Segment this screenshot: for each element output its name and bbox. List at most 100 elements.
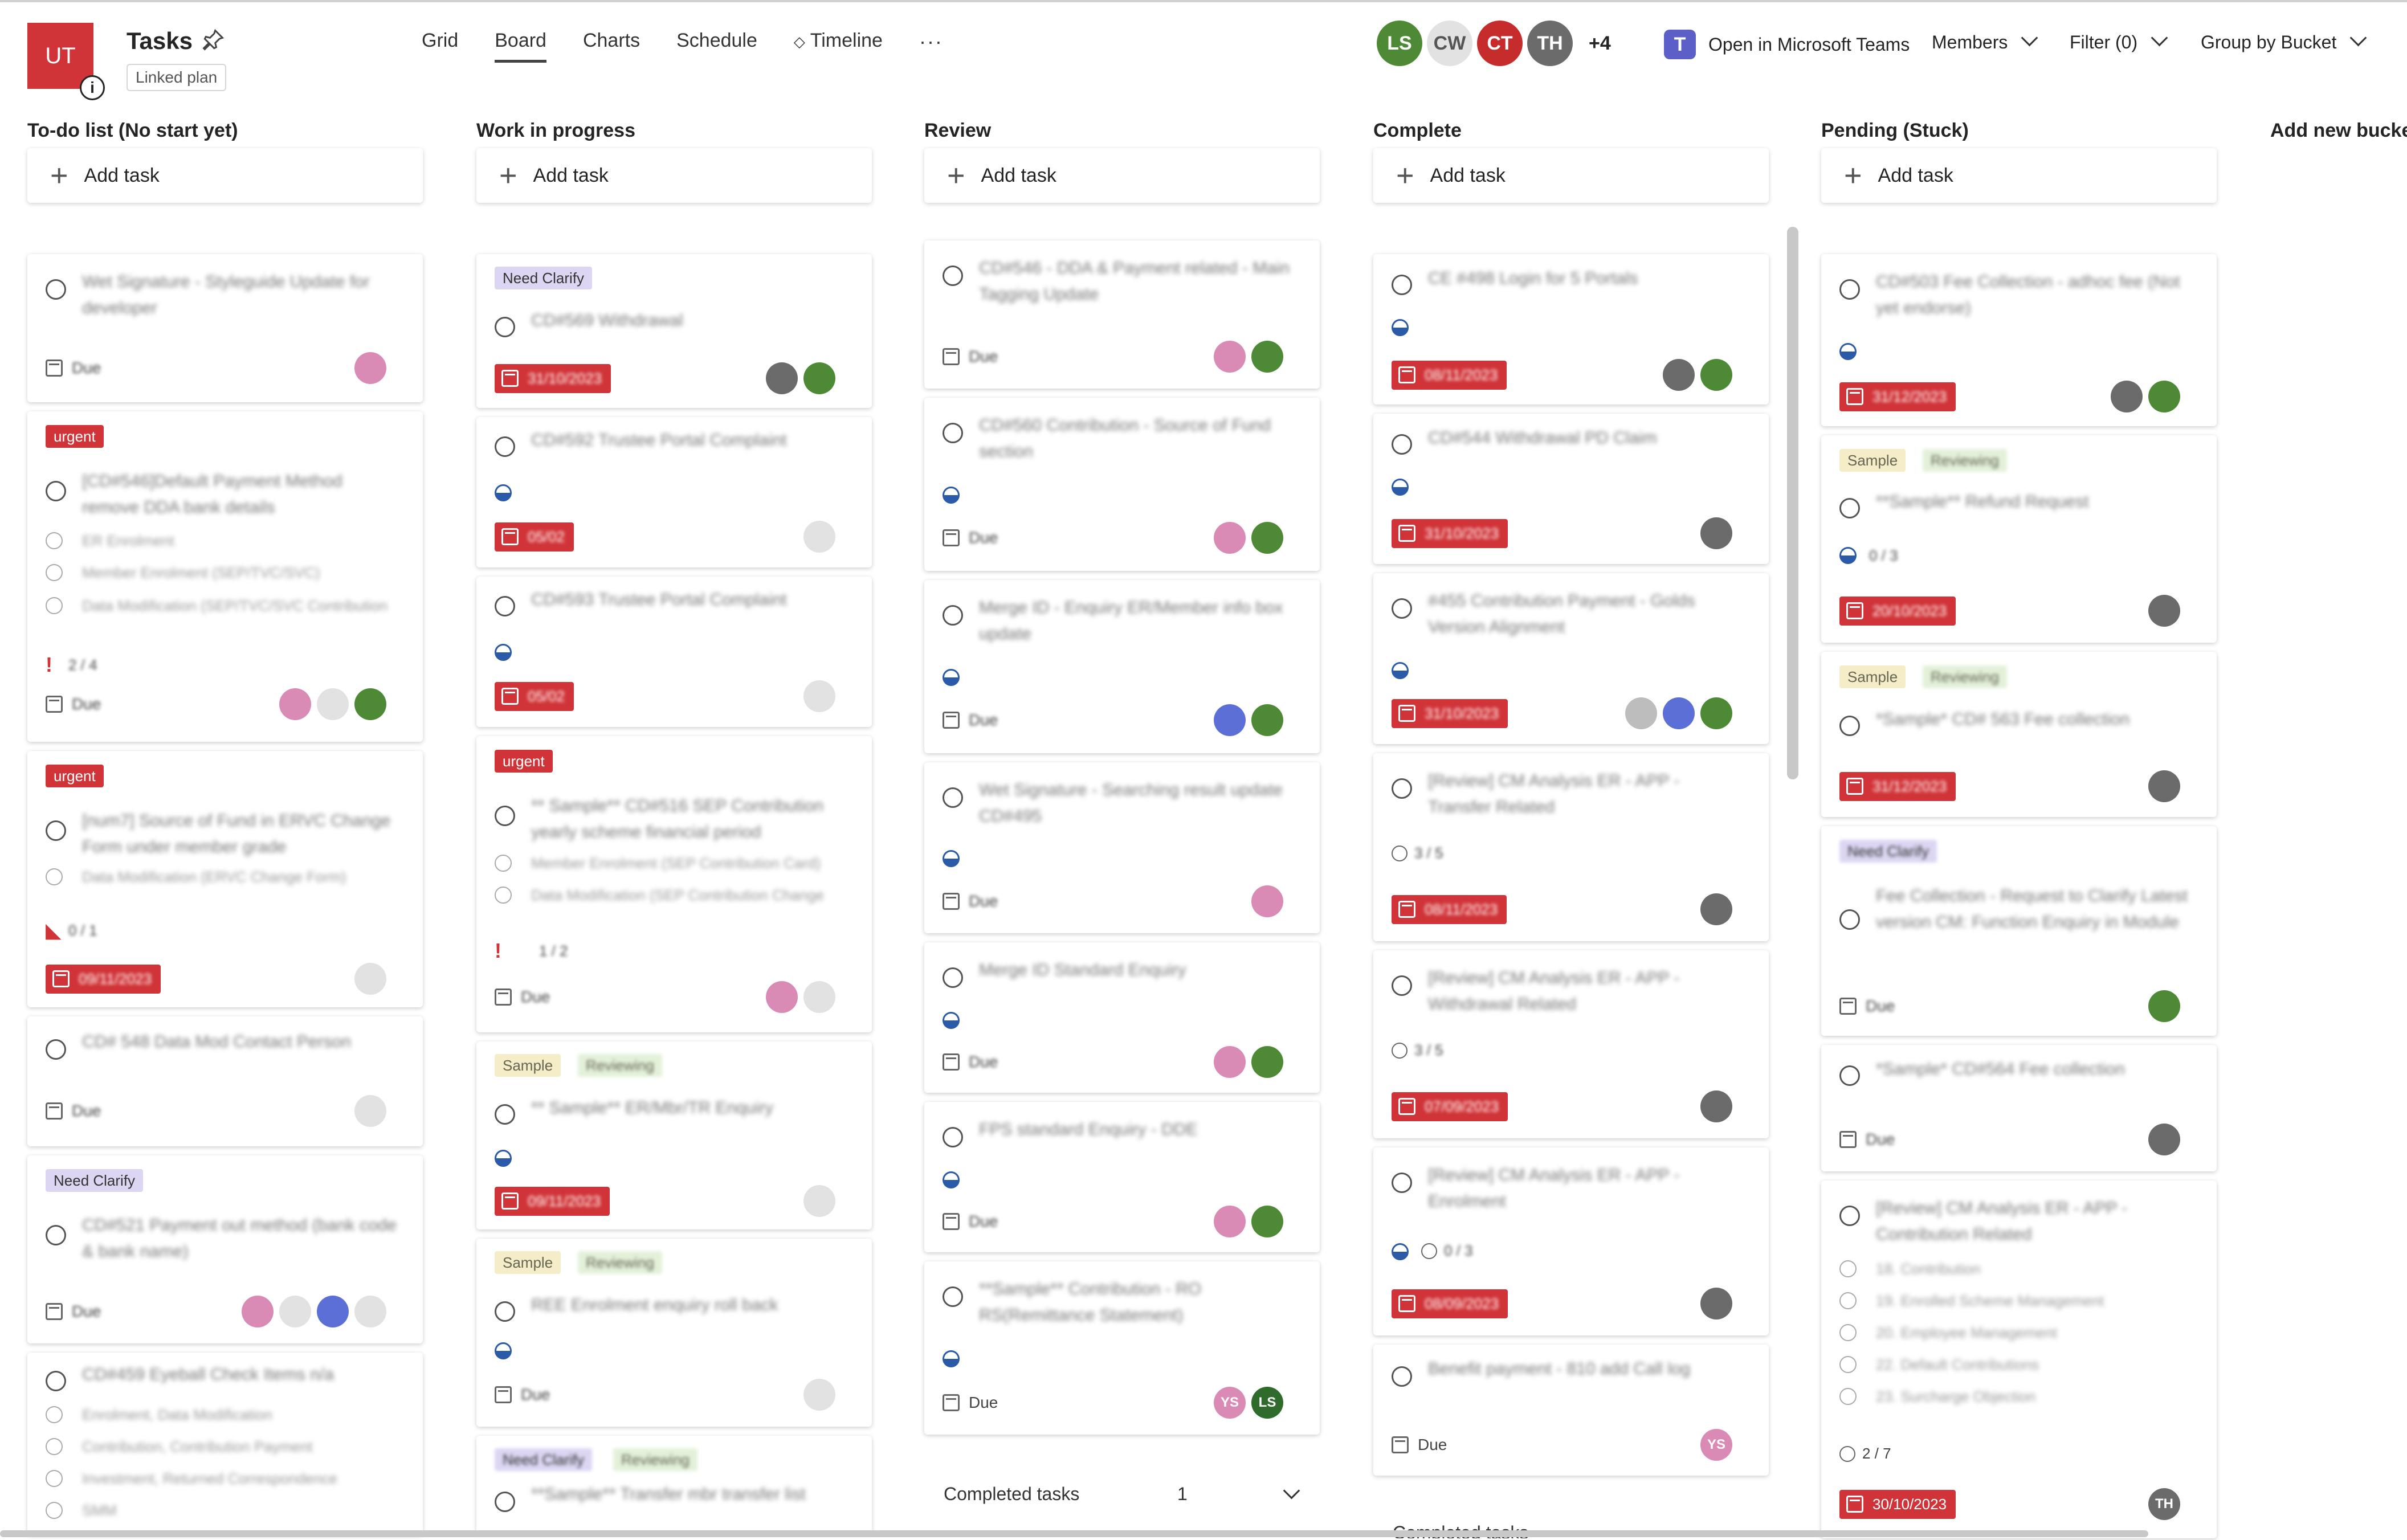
avatar[interactable]: YS: [1700, 1429, 1732, 1461]
progress-in-progress-icon[interactable]: [1392, 662, 1409, 679]
complete-checkbox[interactable]: [495, 1492, 515, 1512]
progress-in-progress-icon[interactable]: [943, 487, 960, 504]
avatar[interactable]: [1700, 1090, 1732, 1122]
task-card[interactable]: *Sample* CD#564 Fee collection Due: [1821, 1045, 2217, 1171]
task-card[interactable]: Merge ID Standard Enquiry Due: [924, 942, 1320, 1093]
task-card[interactable]: CD#459 Eyeball Check Items n/a Enrolment…: [27, 1353, 423, 1535]
progress-in-progress-icon[interactable]: [943, 850, 960, 867]
avatar[interactable]: [1251, 885, 1283, 917]
complete-checkbox[interactable]: [1839, 716, 1860, 736]
progress-in-progress-icon[interactable]: [1392, 479, 1409, 496]
complete-checkbox[interactable]: [495, 317, 515, 337]
subtask-checkbox[interactable]: [1839, 1356, 1857, 1373]
task-card[interactable]: FPS standard Enquiry - DDE Due: [924, 1102, 1320, 1252]
progress-in-progress-icon[interactable]: [943, 1350, 960, 1367]
open-in-teams-button[interactable]: T Open in Microsoft Teams: [1664, 30, 1910, 59]
complete-checkbox[interactable]: [495, 1104, 515, 1125]
complete-checkbox[interactable]: [1839, 1206, 1860, 1226]
complete-checkbox[interactable]: [495, 596, 515, 616]
avatar[interactable]: [803, 521, 835, 553]
avatar[interactable]: [317, 688, 349, 720]
subtask-checkbox[interactable]: [1839, 1260, 1857, 1277]
avatar[interactable]: CW: [1427, 21, 1472, 66]
task-card[interactable]: [Review] CM Analysis ER - APP - Contribu…: [1821, 1180, 2217, 1538]
tab-charts[interactable]: Charts: [582, 30, 640, 51]
avatar[interactable]: [1251, 1206, 1283, 1237]
complete-checkbox[interactable]: [1392, 1366, 1412, 1387]
tab-grid[interactable]: Grid: [422, 30, 459, 51]
avatar[interactable]: [1214, 1046, 1246, 1078]
complete-checkbox[interactable]: [943, 967, 963, 988]
avatar[interactable]: [766, 981, 798, 1013]
task-card[interactable]: CD#593 Trustee Portal Complaint 05/02: [476, 577, 872, 727]
tab-timeline[interactable]: ◇ Timeline: [794, 30, 883, 63]
avatar[interactable]: [1214, 1206, 1246, 1237]
task-card[interactable]: CD#546 - DDA & Payment related - Main Ta…: [924, 240, 1320, 389]
avatar[interactable]: [1700, 517, 1732, 549]
avatar[interactable]: [354, 688, 386, 720]
progress-in-progress-icon[interactable]: [1392, 1243, 1409, 1260]
subtask-checkbox[interactable]: [1839, 1324, 1857, 1341]
add-task-button[interactable]: + Add task: [924, 148, 1320, 203]
subtask-checkbox[interactable]: [1839, 1388, 1857, 1405]
task-card[interactable]: CD#592 Trustee Portal Complaint 05/02: [476, 417, 872, 567]
subtask-checkbox[interactable]: [495, 855, 512, 872]
complete-checkbox[interactable]: [1392, 975, 1412, 996]
complete-checkbox[interactable]: [46, 1371, 66, 1391]
complete-checkbox[interactable]: [1392, 778, 1412, 799]
completed-tasks-toggle[interactable]: Completed tasks 1: [944, 1482, 1300, 1505]
task-card[interactable]: CD#503 Fee Collection - adhoc fee (Not y…: [1821, 254, 2217, 426]
plan-logo[interactable]: UT: [27, 23, 93, 89]
task-card[interactable]: Sample Reviewing REE Enrolment enquiry r…: [476, 1239, 872, 1427]
avatar[interactable]: [2148, 381, 2180, 412]
progress-in-progress-icon[interactable]: [1839, 547, 1857, 564]
task-card[interactable]: CD#560 Contribution - Source of Fund sec…: [924, 398, 1320, 571]
avatar[interactable]: YS: [1214, 1387, 1246, 1419]
task-card[interactable]: urgent [num7] Source of Fund in ERVC Cha…: [27, 751, 423, 1007]
subtask-checkbox[interactable]: [46, 597, 63, 614]
task-card[interactable]: Sample Reviewing **Sample** Refund Reque…: [1821, 435, 2217, 643]
members-dropdown[interactable]: Members: [1932, 29, 2038, 53]
task-card[interactable]: CD#544 Withdrawal PD Claim 31/10/2023: [1373, 414, 1769, 564]
avatar[interactable]: [2148, 1124, 2180, 1155]
more-options-icon[interactable]: ···: [919, 30, 943, 53]
subtask-checkbox[interactable]: [46, 1406, 63, 1423]
task-card[interactable]: Wet Signature - Searching result update …: [924, 762, 1320, 933]
progress-in-progress-icon[interactable]: [943, 1012, 960, 1029]
avatar[interactable]: [242, 1296, 274, 1327]
add-new-bucket-button[interactable]: Add new bucket: [2270, 120, 2407, 141]
progress-in-progress-icon[interactable]: [495, 484, 512, 501]
complete-checkbox[interactable]: [1392, 1173, 1412, 1193]
progress-in-progress-icon[interactable]: [495, 644, 512, 661]
progress-in-progress-icon[interactable]: [1839, 343, 1857, 360]
task-card[interactable]: [Review] CM Analysis ER - APP - Enrolmen…: [1373, 1147, 1769, 1335]
avatar[interactable]: [803, 1185, 835, 1217]
task-card[interactable]: urgent [CD#546]Default Payment Method re…: [27, 411, 423, 742]
complete-checkbox[interactable]: [46, 481, 66, 501]
avatar[interactable]: [766, 362, 798, 394]
avatar[interactable]: [1700, 893, 1732, 925]
complete-checkbox[interactable]: [46, 279, 66, 300]
task-card[interactable]: Sample Reviewing ** Sample** ER/Mbr/TR E…: [476, 1041, 872, 1229]
avatar[interactable]: [354, 1296, 386, 1327]
avatar[interactable]: [1214, 341, 1246, 373]
complete-checkbox[interactable]: [1392, 434, 1412, 455]
vertical-scrollbar[interactable]: [1787, 227, 1798, 779]
pin-icon[interactable]: [201, 27, 226, 52]
subtask-checkbox[interactable]: [495, 887, 512, 904]
filter-dropdown[interactable]: Filter (0): [2070, 29, 2168, 53]
avatar[interactable]: [1251, 341, 1283, 373]
subtask-checkbox[interactable]: [46, 532, 63, 549]
task-card[interactable]: CD# 548 Data Mod Contact Person Due: [27, 1016, 423, 1146]
tab-schedule[interactable]: Schedule: [676, 30, 757, 51]
task-card[interactable]: Wet Signature - Styleguide Update for de…: [27, 254, 423, 402]
task-card[interactable]: urgent ** Sample** CD#516 SEP Contributi…: [476, 736, 872, 1032]
avatar[interactable]: [1700, 1288, 1732, 1320]
complete-checkbox[interactable]: [1392, 275, 1412, 295]
complete-checkbox[interactable]: [46, 820, 66, 841]
progress-in-progress-icon[interactable]: [495, 1150, 512, 1167]
complete-checkbox[interactable]: [1392, 598, 1412, 619]
avatar[interactable]: [1251, 1046, 1283, 1078]
avatar[interactable]: [354, 352, 386, 384]
task-card[interactable]: Benefit payment - 810 add Call log Due Y…: [1373, 1345, 1769, 1476]
